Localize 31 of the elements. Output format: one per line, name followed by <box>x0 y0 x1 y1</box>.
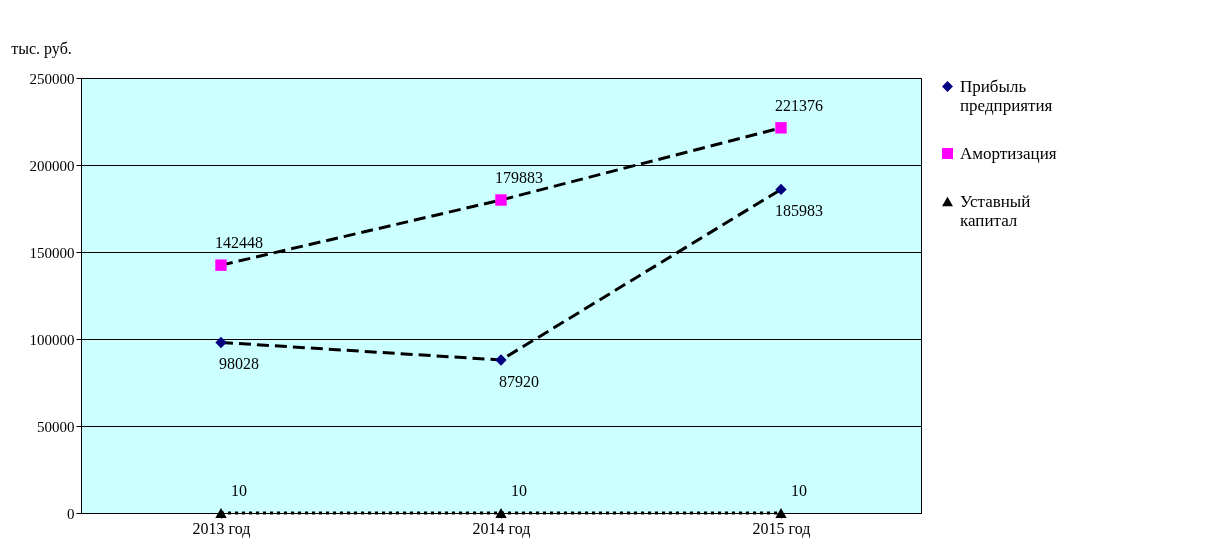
x-tick-label: 2015 год <box>752 519 811 538</box>
point <box>495 354 507 366</box>
point <box>775 122 787 134</box>
data-label: 10 <box>791 481 807 499</box>
y-axis-title: тыс. руб. <box>11 39 72 58</box>
point <box>215 508 227 518</box>
data-label: 10 <box>231 481 247 499</box>
data-label: 142448 <box>215 234 263 252</box>
point <box>495 194 507 206</box>
point <box>775 183 787 196</box>
x-tick-label: 2014 год <box>472 519 531 538</box>
legend-label: Амортизация <box>960 143 1057 163</box>
y-tick-label: 100000 <box>29 331 75 348</box>
data-label: 87920 <box>499 373 539 391</box>
y-tick-label: 0 <box>67 505 75 522</box>
legend-label: Прибыль предприятия <box>960 76 1053 115</box>
y-tick-label: 200000 <box>29 157 75 174</box>
y-tick-label: 250000 <box>29 70 75 87</box>
point <box>215 336 227 349</box>
y-tick-label: 50000 <box>37 418 75 435</box>
y-tick-label: 150000 <box>29 244 75 261</box>
point <box>775 508 787 518</box>
point <box>215 259 227 271</box>
data-label: 98028 <box>219 355 259 373</box>
legend-label: Уставный капитал <box>960 191 1031 230</box>
point <box>495 508 507 518</box>
x-tick-label: 2013 год <box>192 519 251 538</box>
data-label: 185983 <box>775 202 823 220</box>
data-label: 10 <box>511 481 527 499</box>
data-label: 221376 <box>775 96 823 114</box>
data-label: 179883 <box>495 169 543 186</box>
